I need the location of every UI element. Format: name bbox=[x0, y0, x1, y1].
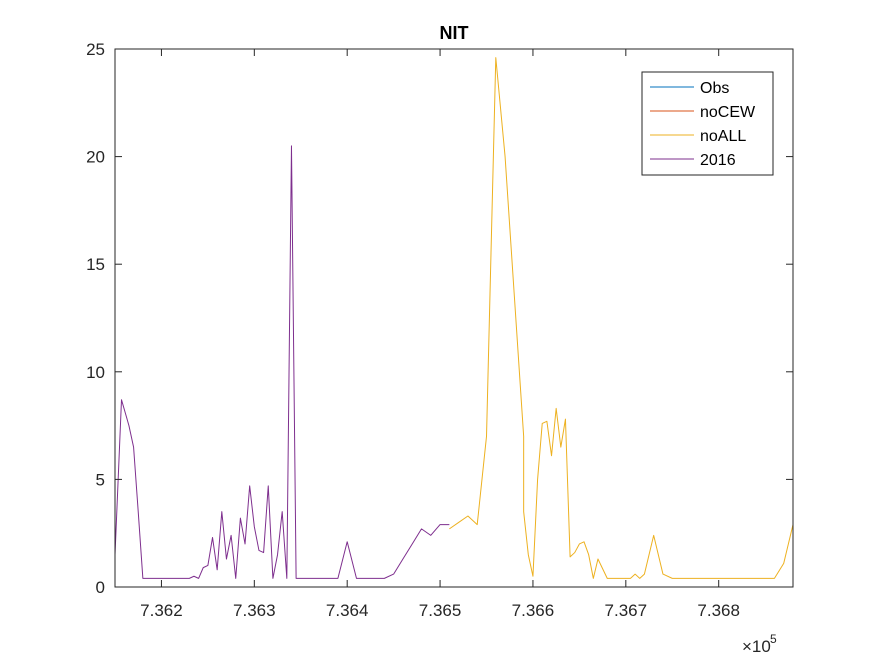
y-tick-label: 15 bbox=[86, 255, 105, 274]
legend-label: 2016 bbox=[700, 152, 736, 169]
x-tick-label: 7.366 bbox=[512, 601, 555, 620]
axes-box bbox=[114, 48, 794, 588]
legend-box bbox=[641, 71, 774, 176]
legend-label: noALL bbox=[700, 128, 746, 145]
x-tick-label: 7.362 bbox=[140, 601, 183, 620]
y-tick-label: 0 bbox=[96, 578, 105, 597]
x-tick-label: 7.368 bbox=[697, 601, 740, 620]
x-axis-ticks: 7.362 7.363 7.364 7.365 7.366 7.367 7.368 bbox=[140, 49, 740, 620]
x-tick-label: 7.363 bbox=[233, 601, 276, 620]
y-axis-ticks: 0 5 10 15 20 25 bbox=[86, 40, 793, 597]
chart-title: NIT bbox=[440, 23, 469, 43]
legend: Obs noCEW noALL 2016 bbox=[641, 71, 774, 176]
x-tick-label: 7.367 bbox=[605, 601, 648, 620]
legend-label: Obs bbox=[700, 80, 729, 97]
y-tick-label: 5 bbox=[96, 470, 105, 489]
x-exponent-power: 5 bbox=[770, 632, 777, 646]
y-tick-label: 10 bbox=[86, 363, 105, 382]
series-line-noall bbox=[449, 57, 793, 579]
x-exponent: ×10 5 bbox=[742, 632, 777, 656]
x-exponent-base: ×10 bbox=[742, 637, 771, 656]
x-tick-label: 7.365 bbox=[419, 601, 462, 620]
series-line-2016 bbox=[115, 145, 450, 579]
y-tick-label: 20 bbox=[86, 148, 105, 167]
legend-label: noCEW bbox=[700, 104, 756, 121]
series-layer bbox=[115, 57, 793, 579]
y-tick-label: 25 bbox=[86, 40, 105, 59]
x-tick-label: 7.364 bbox=[326, 601, 369, 620]
